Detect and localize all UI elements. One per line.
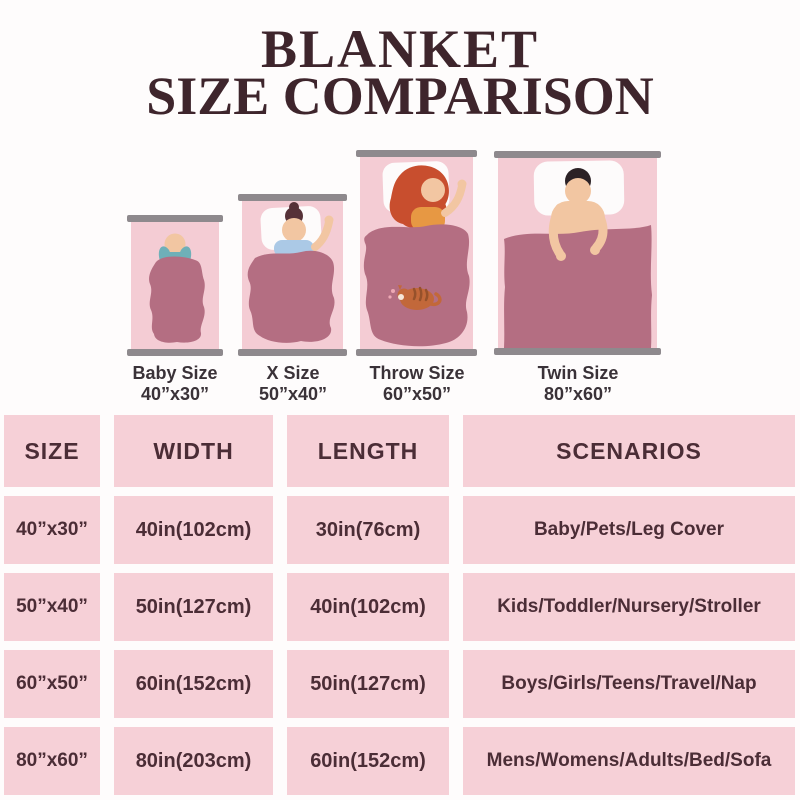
bed-label-name: Twin Size	[537, 363, 619, 383]
headboard-rail	[356, 150, 477, 157]
cell-size-row2: 60”x50”	[4, 650, 100, 718]
bed-label-baby: Baby Size 40”x30”	[90, 363, 260, 405]
throw-bed-illustration	[356, 150, 477, 356]
baby-blanket	[149, 256, 205, 343]
woman-arm	[311, 218, 333, 251]
cell-size-row0: 40”x30”	[4, 496, 100, 564]
bed-label-name: Baby Size	[132, 363, 218, 383]
footboard-rail	[127, 349, 223, 356]
cell-width-row3: 80in(203cm)	[114, 727, 273, 795]
cell-scenarios-row2: Boys/Girls/Teens/Travel/Nap	[463, 650, 795, 718]
cell-length-row3: 60in(152cm)	[287, 727, 449, 795]
page-title: BLANKET SIZE COMPARISON	[0, 19, 800, 126]
column-header-width: WIDTH	[114, 415, 273, 487]
cell-length-row0: 30in(76cm)	[287, 496, 449, 564]
woman-face	[421, 178, 445, 202]
x-size-bed-illustration	[238, 194, 347, 356]
headboard-rail	[494, 151, 661, 158]
paw-mark	[388, 295, 392, 299]
bed-label-dims: 40”x30”	[140, 384, 210, 404]
man-left-hand	[556, 251, 566, 261]
woman-hand	[324, 215, 334, 225]
woman-arm	[441, 182, 466, 217]
x-blanket	[247, 250, 335, 343]
cat-illustration	[388, 285, 442, 310]
cell-scenarios-row3: Mens/Womens/Adults/Bed/Sofa	[463, 727, 795, 795]
woman-face	[282, 218, 306, 242]
column-header-scenarios: SCENARIOS	[463, 415, 795, 487]
footboard-rail	[356, 349, 477, 356]
cat-ear	[398, 285, 402, 290]
paw-mark	[391, 289, 395, 293]
headboard-rail	[127, 215, 223, 222]
cat-muzzle	[398, 294, 404, 300]
bed-label-x: X Size 50”x40”	[208, 363, 378, 405]
bed-label-dims: 80”x60”	[543, 384, 613, 404]
baby-head	[164, 233, 186, 255]
column-header-length: LENGTH	[287, 415, 449, 487]
footboard-rail	[238, 349, 347, 356]
column-header-size: SIZE	[4, 415, 100, 487]
man-right-arm	[590, 203, 608, 253]
bed-label-name: Throw Size	[369, 363, 465, 383]
footboard-rail	[494, 348, 661, 355]
bed-label-twin: Twin Size 80”x60”	[493, 363, 663, 405]
cell-size-row3: 80”x60”	[4, 727, 100, 795]
woman-hand	[457, 179, 467, 189]
bed-label-dims: 50”x40”	[258, 384, 328, 404]
man-face	[565, 178, 591, 204]
man-right-hand	[590, 245, 600, 255]
cell-length-row1: 40in(102cm)	[287, 573, 449, 641]
cell-width-row1: 50in(127cm)	[114, 573, 273, 641]
bed-label-name: X Size	[266, 363, 320, 383]
bed-label-throw: Throw Size 60”x50”	[332, 363, 502, 405]
title-line-1: BLANKET	[260, 19, 540, 79]
cell-length-row2: 50in(127cm)	[287, 650, 449, 718]
twin-bed-illustration	[494, 151, 661, 355]
cat-stripes	[412, 286, 429, 302]
throw-bed-svg	[356, 150, 477, 356]
man-left-arm	[548, 203, 565, 259]
cell-width-row2: 60in(152cm)	[114, 650, 273, 718]
title-line-2: SIZE COMPARISON	[146, 66, 654, 126]
x-size-bed-svg	[238, 194, 347, 356]
baby-bed-svg	[127, 215, 223, 356]
twin-bed-svg	[494, 151, 661, 355]
headboard-rail	[238, 194, 347, 201]
cell-scenarios-row1: Kids/Toddler/Nursery/Stroller	[463, 573, 795, 641]
cat-tail	[429, 292, 442, 307]
throw-blanket	[363, 224, 470, 347]
size-comparison-table: SIZE WIDTH LENGTH SCENARIOS 40”x30” 40in…	[4, 415, 795, 795]
baby-bed-illustration	[127, 215, 223, 356]
twin-blanket	[504, 225, 652, 348]
bed-label-dims: 60”x50”	[382, 384, 452, 404]
cell-width-row0: 40in(102cm)	[114, 496, 273, 564]
cell-scenarios-row0: Baby/Pets/Leg Cover	[463, 496, 795, 564]
cell-size-row1: 50”x40”	[4, 573, 100, 641]
